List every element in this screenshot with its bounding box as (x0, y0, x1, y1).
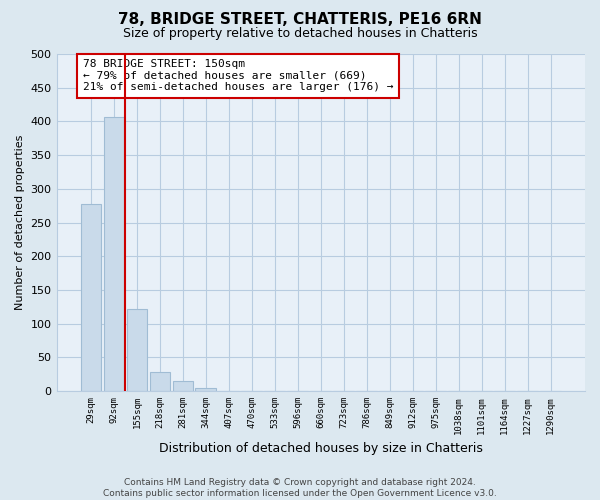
X-axis label: Distribution of detached houses by size in Chatteris: Distribution of detached houses by size … (159, 442, 483, 455)
Bar (127, 309, 147, 391)
Text: Size of property relative to detached houses in Chatteris: Size of property relative to detached ho… (122, 28, 478, 40)
Bar (196, 388, 216, 391)
Bar (104, 116, 124, 391)
Bar (218, 390, 239, 391)
Text: 78 BRIDGE STREET: 150sqm
← 79% of detached houses are smaller (669)
21% of semi-: 78 BRIDGE STREET: 150sqm ← 79% of detach… (83, 59, 394, 92)
Bar (540, 390, 561, 391)
Bar (80, 204, 101, 391)
Bar (149, 372, 170, 391)
Text: 78, BRIDGE STREET, CHATTERIS, PE16 6RN: 78, BRIDGE STREET, CHATTERIS, PE16 6RN (118, 12, 482, 28)
Y-axis label: Number of detached properties: Number of detached properties (15, 135, 25, 310)
Text: Contains HM Land Registry data © Crown copyright and database right 2024.
Contai: Contains HM Land Registry data © Crown c… (103, 478, 497, 498)
Bar (173, 381, 193, 391)
